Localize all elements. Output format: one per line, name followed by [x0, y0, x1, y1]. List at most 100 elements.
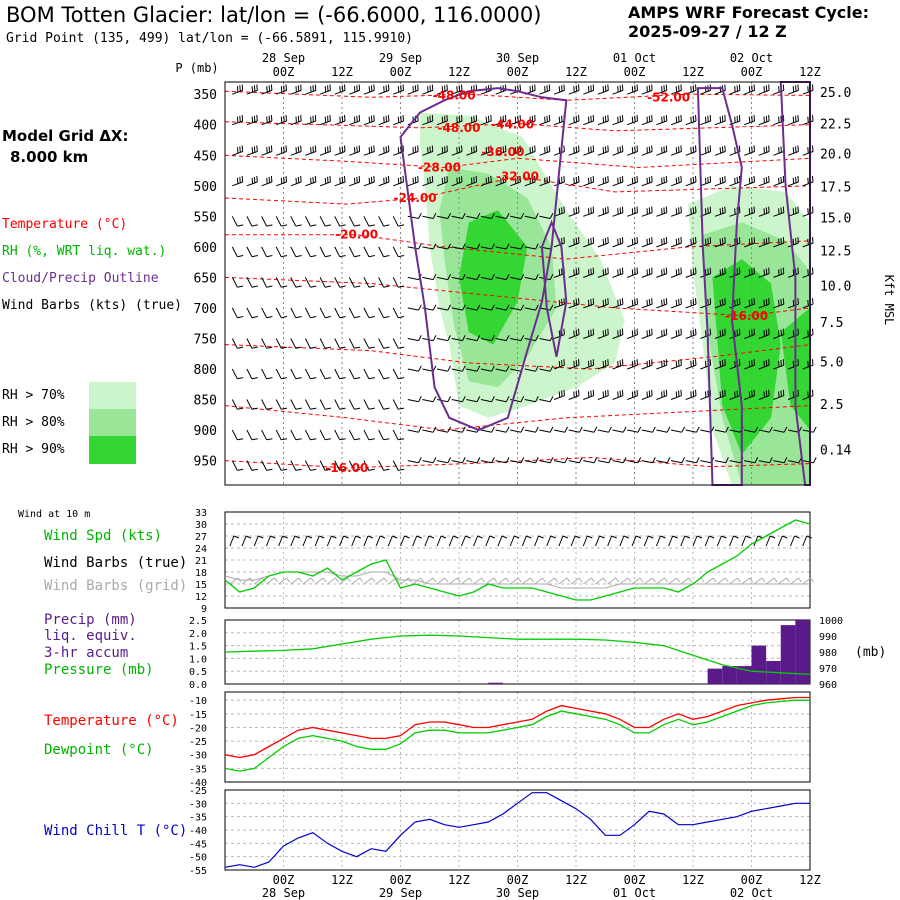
temperature-contour-label: -44.00 [491, 118, 534, 132]
wind-barb-flag [239, 176, 241, 183]
surface-wind-barb-grid [583, 577, 592, 585]
wind-barb-flag [680, 298, 682, 305]
wind-barb [275, 307, 288, 319]
wind-barb-shaft [261, 120, 273, 126]
wind-barb [656, 206, 668, 217]
wind-barb-shaft [744, 429, 756, 433]
wind-barb-flag [270, 84, 273, 91]
surface-wind-barb-true [509, 535, 515, 547]
wind-barb [290, 216, 302, 227]
wind-barb [553, 298, 565, 309]
wind-barb-shaft [363, 460, 370, 471]
wind-barb-flag [648, 268, 651, 275]
wind-barb-flag [398, 468, 405, 471]
temperature-contour [224, 276, 811, 317]
wind-barb-flag [807, 86, 809, 93]
surface-wind-barb-true-flag [355, 535, 361, 539]
wind-barb-flag [719, 391, 722, 398]
wind-barb-flag [648, 146, 651, 153]
wind-barb [436, 212, 452, 219]
wind-barb-flag [607, 114, 609, 122]
wind-barb-flag [476, 304, 481, 311]
wind-barb [407, 335, 422, 342]
wind-barb-flag [544, 177, 546, 184]
wind-barb-flag [690, 116, 692, 123]
wind-barb-flag [719, 208, 722, 215]
wind-barb-flag [751, 85, 753, 92]
wind-barb [612, 457, 627, 464]
wind-barb [641, 175, 653, 187]
wind-barb-flag [778, 147, 780, 154]
wind-barb-shaft [246, 246, 253, 257]
wind-barb-flag [751, 360, 753, 367]
wind-barb-shaft [568, 273, 580, 278]
wind-barb-shaft [495, 460, 507, 464]
wind-barb-flag [648, 329, 651, 336]
wind-barb-flag [690, 299, 692, 306]
wind-barb-flag [692, 207, 695, 214]
wind-barb-shaft [744, 334, 755, 339]
wind-barb-shaft [539, 120, 550, 126]
wind-barb-flag [456, 86, 458, 93]
wind-barb [334, 368, 346, 380]
wind-barb-flag [721, 176, 724, 183]
wind-barb-shaft [787, 303, 799, 309]
wind-barb-flag [607, 237, 609, 244]
wind-barb [319, 246, 332, 258]
wind-barb [275, 429, 288, 441]
wind-barb-flag [432, 335, 437, 341]
wind-barb-shaft [231, 307, 238, 318]
wind-barb-shaft [773, 273, 784, 278]
wind-barb-flag [429, 176, 431, 183]
pressure-tick-label-right: 980 [819, 648, 837, 659]
wind-barb [627, 206, 638, 217]
bottom-time-tick-label: 00Z [507, 873, 529, 887]
wind-barb-flag [339, 438, 346, 441]
wind-barb-flag [490, 114, 492, 122]
wind-barb-shaft [539, 399, 551, 403]
wind-barb-flag [310, 377, 317, 380]
height-tick-label: 10.0 [820, 279, 851, 294]
rh-region-90 [712, 259, 781, 455]
wind-barb-flag [368, 346, 375, 349]
wind-tick-label: 18 [195, 568, 207, 579]
temperature-tick-label: -40 [189, 778, 207, 789]
wind-barb-flag [535, 304, 539, 311]
wind-barb-flag [324, 407, 332, 410]
wind-barb [773, 389, 785, 400]
wind-barb-shaft [334, 89, 346, 95]
wind-barb-flag [549, 426, 554, 433]
wind-barb-flag [604, 390, 607, 397]
rh-legend-label-70: RH > 70% [2, 388, 65, 403]
wind-barb-flag [281, 224, 288, 227]
wind-barb [656, 359, 668, 370]
surface-wind-barb-grid [485, 577, 495, 585]
wind-barb-shaft [304, 277, 311, 288]
wind-barb-flag [310, 177, 312, 184]
surface-wind-barb-grid [802, 577, 811, 585]
wind-barb [553, 426, 569, 433]
wind-barb-flag [719, 269, 722, 276]
wind-barb-flag [608, 426, 612, 433]
wind-barb [319, 114, 331, 126]
wind-barb-shaft [510, 368, 522, 372]
wind-barb-shaft [348, 216, 355, 227]
surface-wind-barb-true [777, 535, 783, 547]
wind-barb-flag [661, 86, 663, 93]
wind-barb-shaft [539, 429, 551, 433]
wind-barb [334, 307, 346, 319]
wind-barb [773, 328, 785, 339]
wind-barb-shaft [495, 338, 507, 342]
wind-barb-flag [780, 237, 782, 244]
wind-barb-shaft [758, 364, 770, 370]
wind-barb [378, 175, 390, 187]
wind-barb-flag [476, 457, 481, 464]
wind-barb-flag [690, 238, 692, 245]
wind-barb-flag [563, 145, 565, 152]
wind-barb [436, 273, 452, 281]
wind-barb-flag [617, 391, 619, 398]
wind-barb [627, 298, 638, 309]
wind-barb [480, 175, 492, 187]
wind-barb-flag [485, 177, 488, 184]
wind-barb-flag [519, 84, 521, 91]
